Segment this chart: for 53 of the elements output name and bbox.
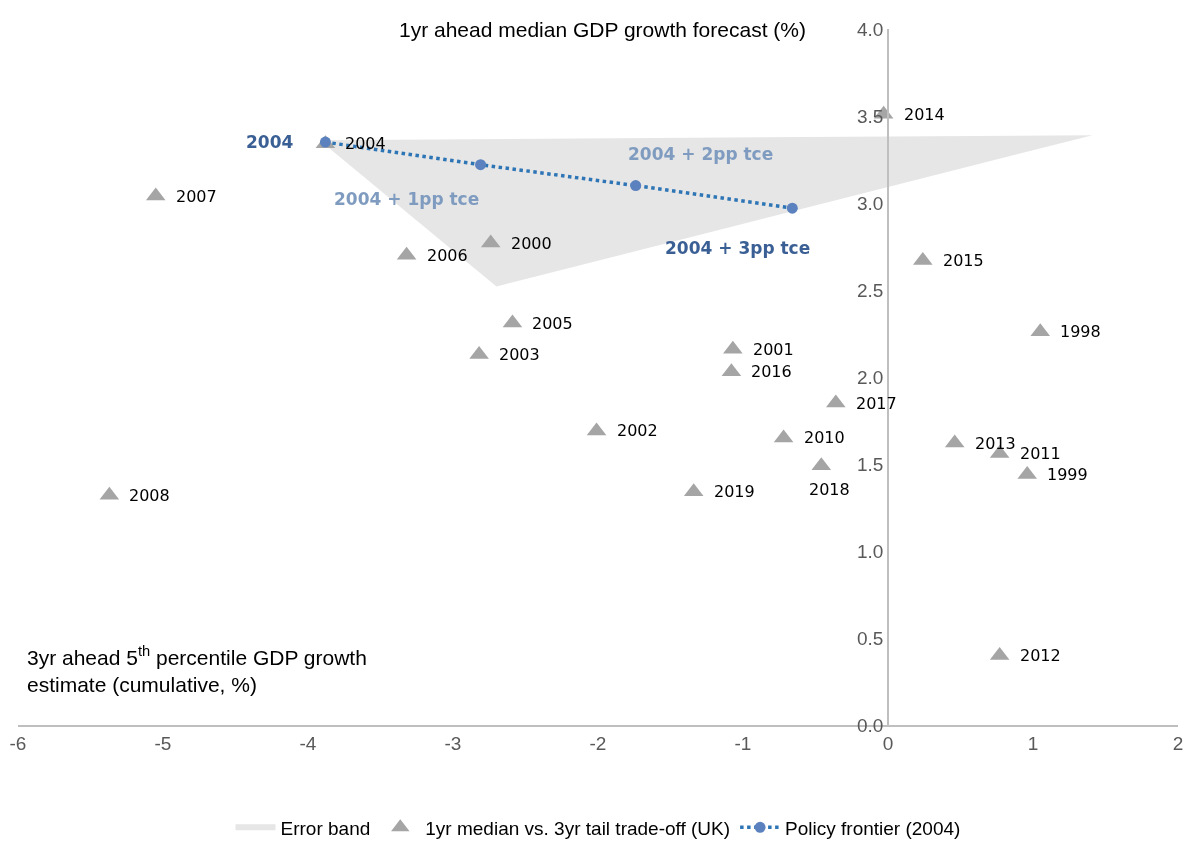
- legend-label: Error band: [280, 817, 371, 839]
- point: [786, 202, 798, 214]
- annotation: 2013: [975, 434, 1016, 453]
- annotation: 2002: [617, 421, 658, 440]
- annotation: 2014: [904, 105, 945, 124]
- x-tick-label: -4: [299, 732, 317, 754]
- annotation: 2016: [751, 362, 792, 381]
- y-tick-label: 1.0: [857, 540, 884, 562]
- legend-label: 1yr median vs. 3yr tail trade-off (UK): [425, 817, 731, 839]
- y-tick-label: 0.5: [857, 627, 884, 649]
- y-tick-label: 4.0: [857, 18, 884, 40]
- annotation: 2001: [753, 340, 794, 359]
- annotation: 2010: [804, 428, 845, 447]
- annotation: 2004 + 3pp tce: [665, 238, 811, 258]
- point: [469, 345, 489, 359]
- y-axis-title: 1yr ahead median GDP growth forecast (%): [399, 18, 806, 41]
- annotation: 2019: [714, 482, 755, 501]
- annotation: 2004 + 2pp tce: [628, 144, 774, 164]
- y-tick-label: 2.5: [857, 279, 884, 301]
- y-tick-label: 0.0: [857, 714, 884, 736]
- x-tick-label: -6: [9, 732, 27, 754]
- x-tick-label: -1: [734, 732, 752, 754]
- x-tick-label: -5: [154, 732, 172, 754]
- annotation: 2005: [532, 314, 573, 333]
- annotation: 1999: [1047, 465, 1088, 484]
- annotation: 2018: [809, 480, 850, 499]
- x-tick-label: -3: [444, 732, 462, 754]
- x-axis-title: 3yr ahead 5$^{th}$ percentile GDP growth estimate (cumulative, %): [27, 643, 367, 697]
- annotation: 2008: [129, 486, 170, 505]
- annotation: 2000: [511, 234, 552, 253]
- y-tick-label: 1.5: [857, 453, 884, 475]
- annotation: 2004: [345, 134, 386, 153]
- annotation: 2007: [176, 187, 217, 206]
- annotation: 2011: [1020, 444, 1061, 463]
- annotation: 2004: [246, 132, 294, 152]
- y-tick-label: 3.5: [857, 105, 884, 127]
- point: [630, 180, 642, 192]
- x-tick-label: -2: [589, 732, 607, 754]
- legend-label: Policy frontier (2004): [785, 817, 961, 839]
- x-tick-label: 1: [1027, 732, 1039, 754]
- annotation: 1998: [1060, 322, 1101, 341]
- annotation: 2004 + 1pp tce: [334, 189, 480, 209]
- y-tick-label: 2.0: [857, 366, 884, 388]
- point: [723, 340, 743, 354]
- x-tick-label: 2: [1172, 732, 1184, 754]
- annotation: 2015: [943, 251, 984, 270]
- annotation: 2017: [856, 394, 897, 413]
- annotation: 2006: [427, 246, 468, 265]
- annotation: 2003: [499, 345, 540, 364]
- point: [475, 159, 487, 171]
- x-tick-label: 0: [882, 732, 894, 754]
- y-tick-label: 3.0: [857, 192, 884, 214]
- annotation: 2012: [1020, 646, 1061, 665]
